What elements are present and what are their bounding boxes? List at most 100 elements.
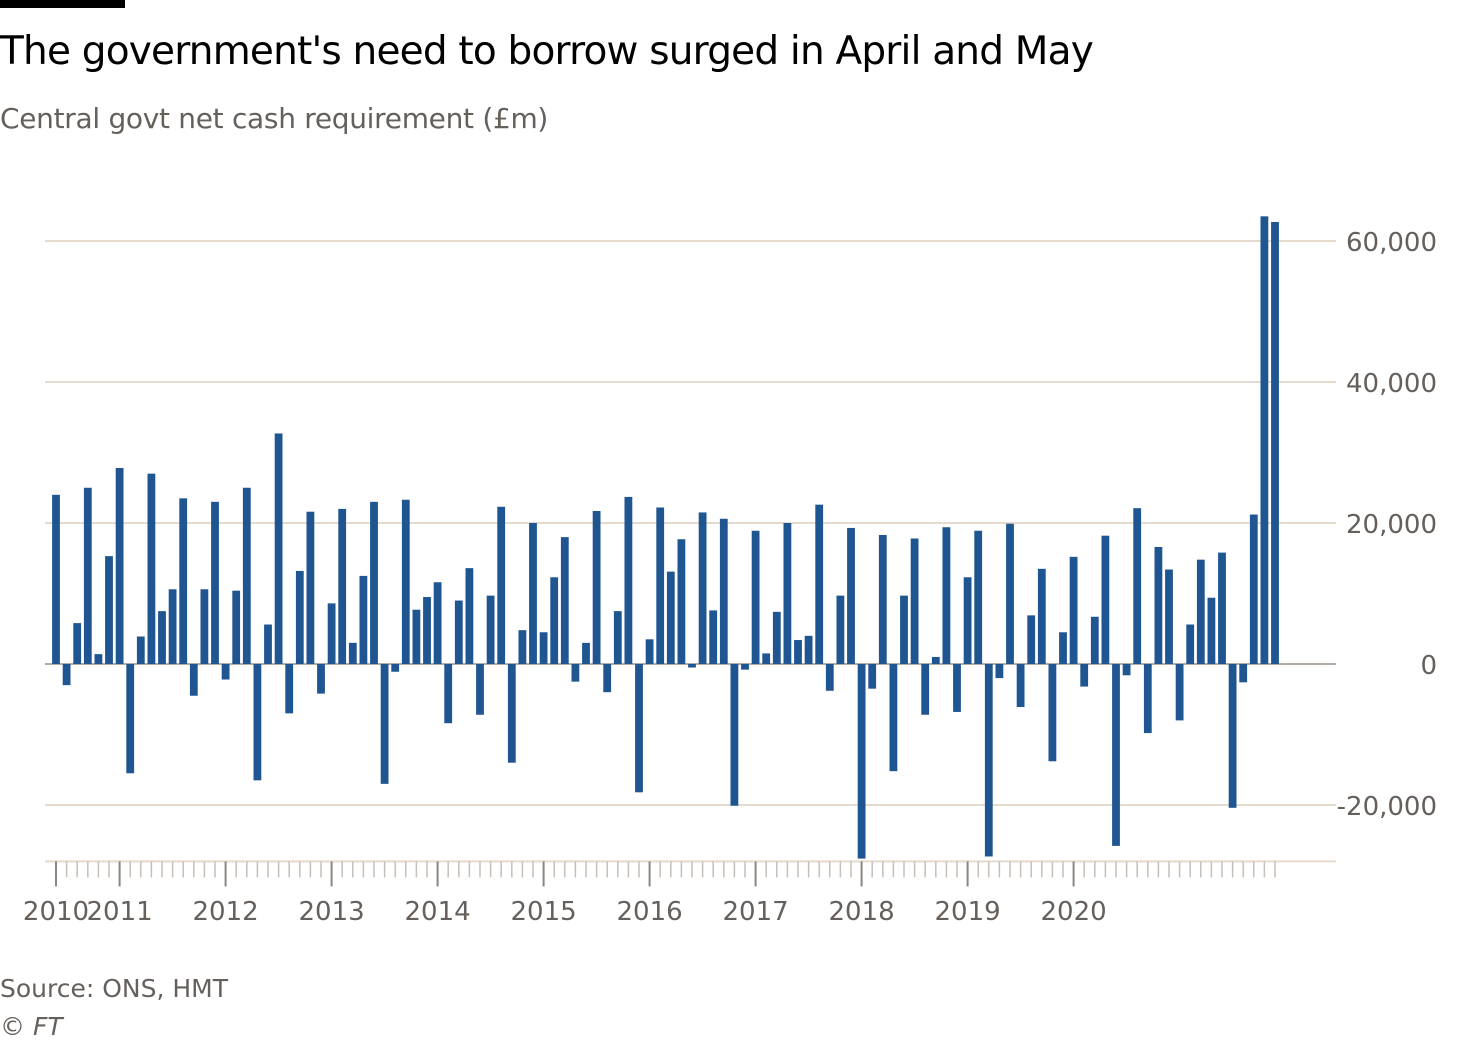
bar (242, 487, 251, 664)
bar (942, 527, 951, 664)
bar (688, 664, 696, 668)
bar (666, 571, 675, 664)
bar (1101, 535, 1110, 664)
bar (804, 635, 813, 664)
bar (1143, 664, 1152, 734)
bar (878, 534, 887, 664)
bar (613, 611, 622, 665)
bar (592, 511, 601, 664)
bar (52, 494, 60, 664)
bar (953, 664, 961, 712)
bar (825, 664, 834, 691)
bar (1165, 569, 1173, 664)
bar (317, 664, 325, 694)
bar (412, 609, 421, 664)
bar (391, 664, 400, 672)
bar (433, 582, 442, 664)
bar (698, 512, 707, 664)
bar (454, 600, 463, 664)
bar (105, 556, 113, 664)
x-tick-label: 2017 (723, 897, 789, 927)
bar (306, 511, 315, 664)
bar (1059, 632, 1067, 664)
bar (730, 664, 739, 806)
bar (741, 664, 749, 670)
bar (1271, 221, 1279, 664)
bar (1133, 508, 1142, 664)
bar (857, 664, 866, 859)
bar (179, 498, 188, 664)
bar (645, 639, 654, 664)
bar (1249, 514, 1258, 664)
bar (836, 595, 845, 664)
bar (1006, 523, 1014, 664)
y-tick-label: 40,000 (1346, 369, 1437, 399)
y-tick-label: 20,000 (1346, 510, 1437, 540)
bar (762, 653, 771, 664)
bar (348, 642, 357, 664)
bar (1080, 664, 1089, 687)
bar (486, 595, 495, 664)
y-axis-labels: 60,000 40,000 20,000 0 -20,000 (1337, 228, 1437, 822)
bar (295, 570, 304, 664)
bar (1207, 597, 1216, 664)
x-tick-label: 2010 (23, 897, 89, 927)
x-tick-label: 2016 (617, 897, 683, 927)
bar (624, 496, 633, 664)
bar (974, 530, 983, 664)
bar (1112, 664, 1120, 846)
bar (1122, 664, 1131, 676)
x-tick-label: 2020 (1041, 897, 1107, 927)
bar (1218, 552, 1226, 664)
bar (136, 636, 145, 664)
x-tick-label: 2018 (829, 897, 895, 927)
bar (94, 654, 103, 664)
bar (497, 506, 506, 664)
x-tick-label: 2013 (299, 897, 365, 927)
bar (507, 664, 516, 763)
bar (1037, 568, 1046, 664)
bar (635, 664, 643, 793)
y-tick-label: -20,000 (1337, 792, 1437, 822)
y-tick-label: 0 (1420, 651, 1437, 681)
bar (1069, 556, 1078, 664)
bar (560, 537, 569, 664)
bar (1260, 216, 1269, 664)
y-tick-label: 60,000 (1346, 228, 1437, 258)
bar (423, 597, 431, 664)
bar (995, 664, 1004, 679)
bar (83, 487, 92, 664)
bar (1175, 664, 1184, 721)
x-tick-label: 2012 (193, 897, 259, 927)
ft-brand: FT (32, 1012, 63, 1041)
gridlines (45, 240, 1336, 806)
bar (359, 575, 368, 665)
ft-top-rule (0, 0, 125, 8)
bar (147, 473, 156, 664)
bar (327, 603, 336, 664)
bar (783, 523, 792, 664)
bar (1196, 559, 1205, 664)
bar (931, 656, 940, 664)
bar (253, 664, 262, 781)
bar (232, 590, 241, 664)
bar (921, 664, 930, 715)
bar (677, 539, 686, 664)
bar (772, 611, 781, 664)
bar (1027, 615, 1036, 664)
bar (889, 664, 898, 772)
bar (794, 640, 802, 664)
bar (1154, 546, 1163, 664)
bar (380, 664, 389, 784)
bar (1239, 664, 1248, 683)
bar (189, 664, 198, 696)
bar (126, 664, 135, 774)
bar (285, 664, 294, 714)
bar (401, 499, 410, 664)
bar (264, 624, 272, 664)
bar (221, 664, 230, 680)
bar (158, 611, 166, 665)
bar (1186, 624, 1195, 664)
bar (529, 523, 537, 664)
